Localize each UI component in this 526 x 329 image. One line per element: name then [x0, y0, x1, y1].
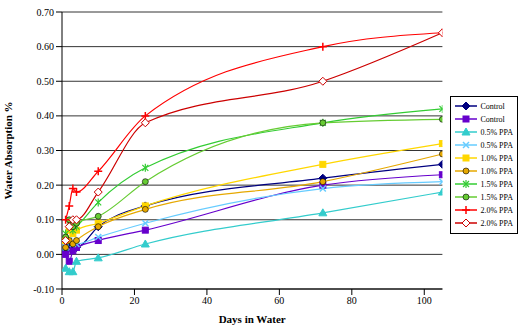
html-text:1.0% PPA: 1.0% PPA — [480, 153, 513, 163]
svg-text:0.40: 0.40 — [37, 110, 55, 121]
svg-text:Days in Water: Days in Water — [219, 313, 286, 325]
svg-text:0: 0 — [60, 295, 65, 306]
svg-text:40: 40 — [202, 295, 212, 306]
svg-text:0.10: 0.10 — [37, 214, 55, 225]
svg-text:0.20: 0.20 — [37, 180, 55, 191]
html-text:Control: Control — [480, 101, 505, 111]
html-text:1.0% PPA: 1.0% PPA — [480, 166, 513, 176]
html-text:2.0% PPA: 2.0% PPA — [480, 218, 513, 228]
html-text:Control: Control — [480, 114, 505, 124]
svg-text:100: 100 — [417, 295, 432, 306]
svg-text:20: 20 — [129, 295, 139, 306]
html-text:1.5% PPA: 1.5% PPA — [480, 179, 513, 189]
html-text:0.5% PPA: 0.5% PPA — [480, 140, 513, 150]
svg-text:0.60: 0.60 — [37, 41, 55, 52]
svg-text:80: 80 — [347, 295, 357, 306]
svg-text:-0.10: -0.10 — [33, 284, 54, 295]
html-text:2.0% PPA: 2.0% PPA — [480, 205, 513, 215]
svg-text:0.00: 0.00 — [37, 249, 55, 260]
html-text:0.5% PPA: 0.5% PPA — [480, 127, 513, 137]
svg-text:0.50: 0.50 — [37, 76, 55, 87]
svg-text:60: 60 — [274, 295, 284, 306]
svg-text:Water Absorption %: Water Absorption % — [8, 101, 14, 199]
html-text:1.5% PPA: 1.5% PPA — [480, 192, 513, 202]
svg-text:0.70: 0.70 — [37, 7, 55, 18]
svg-text:0.30: 0.30 — [37, 145, 55, 156]
